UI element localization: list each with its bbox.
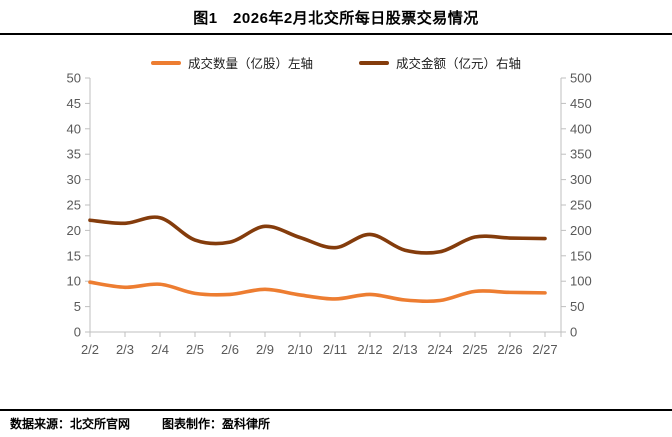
left-axis-tick-label: 30 bbox=[67, 172, 81, 187]
chart-title: 图1 2026年2月北交所每日股票交易情况 bbox=[193, 10, 479, 27]
top-divider-line bbox=[0, 33, 672, 35]
x-axis-tick-label: 2/2 bbox=[81, 342, 99, 357]
x-axis-tick-label: 2/12 bbox=[357, 342, 382, 357]
volume-line-swatch-icon bbox=[150, 60, 181, 65]
x-axis-tick-label: 2/5 bbox=[186, 342, 204, 357]
right-axis-tick-label: 250 bbox=[570, 198, 592, 213]
left-axis-tick-label: 5 bbox=[74, 299, 81, 314]
right-axis-tick-label: 350 bbox=[570, 147, 592, 162]
chart-legend: 成交数量（亿股）左轴 成交金额（亿元）右轴 bbox=[0, 53, 672, 72]
amount-line-swatch-icon bbox=[359, 60, 389, 65]
right-axis-tick-label: 0 bbox=[570, 325, 577, 340]
right-axis-tick-label: 450 bbox=[570, 96, 592, 111]
footer-divider-line bbox=[0, 409, 672, 411]
footer-chart-maker: 图表制作：盈科律所 bbox=[162, 417, 271, 431]
left-axis-tick-label: 10 bbox=[67, 274, 81, 289]
x-axis-tick-label: 2/9 bbox=[256, 342, 274, 357]
x-axis-tick-label: 2/4 bbox=[151, 342, 169, 357]
legend-item-amount: 成交金额（亿元）右轴 bbox=[359, 53, 521, 72]
x-axis-tick-label: 2/24 bbox=[427, 342, 452, 357]
left-axis-tick-label: 40 bbox=[67, 121, 81, 136]
left-axis-tick-label: 20 bbox=[67, 223, 81, 238]
x-axis-tick-label: 2/11 bbox=[323, 342, 347, 357]
x-axis-tick-label: 2/25 bbox=[462, 342, 487, 357]
volume-series-line bbox=[88, 280, 547, 304]
legend-label-amount: 成交金额（亿元）右轴 bbox=[396, 57, 522, 71]
footer-data-source: 数据来源：北交所官网 bbox=[10, 417, 131, 431]
x-axis-tick-label: 2/10 bbox=[287, 342, 312, 357]
x-axis-tick-label: 2/27 bbox=[532, 342, 557, 357]
left-axis-tick-label: 0 bbox=[74, 325, 81, 340]
left-axis-tick-label: 15 bbox=[67, 248, 81, 263]
x-axis-tick-label: 2/6 bbox=[221, 342, 239, 357]
left-axis-tick-label: 25 bbox=[67, 198, 81, 213]
right-axis-tick-label: 200 bbox=[570, 223, 592, 238]
left-axis-tick-label: 35 bbox=[67, 147, 81, 162]
x-axis-tick-label: 2/3 bbox=[116, 342, 134, 357]
right-axis-tick-label: 50 bbox=[570, 299, 584, 314]
right-axis-tick-label: 500 bbox=[570, 71, 592, 86]
right-axis-tick-label: 100 bbox=[570, 274, 592, 289]
right-axis-tick-label: 400 bbox=[570, 121, 592, 136]
x-axis-tick-label: 2/26 bbox=[497, 342, 522, 357]
legend-label-volume: 成交数量（亿股）左轴 bbox=[187, 57, 313, 71]
right-axis-tick-label: 150 bbox=[570, 248, 592, 263]
left-axis-tick-label: 45 bbox=[67, 96, 81, 111]
left-axis-tick-label: 50 bbox=[67, 71, 81, 86]
x-axis-tick-label: 2/13 bbox=[392, 342, 417, 357]
amount-series-line bbox=[88, 215, 547, 255]
right-axis-tick-label: 300 bbox=[570, 172, 592, 187]
legend-item-volume: 成交数量（亿股）左轴 bbox=[150, 53, 313, 72]
